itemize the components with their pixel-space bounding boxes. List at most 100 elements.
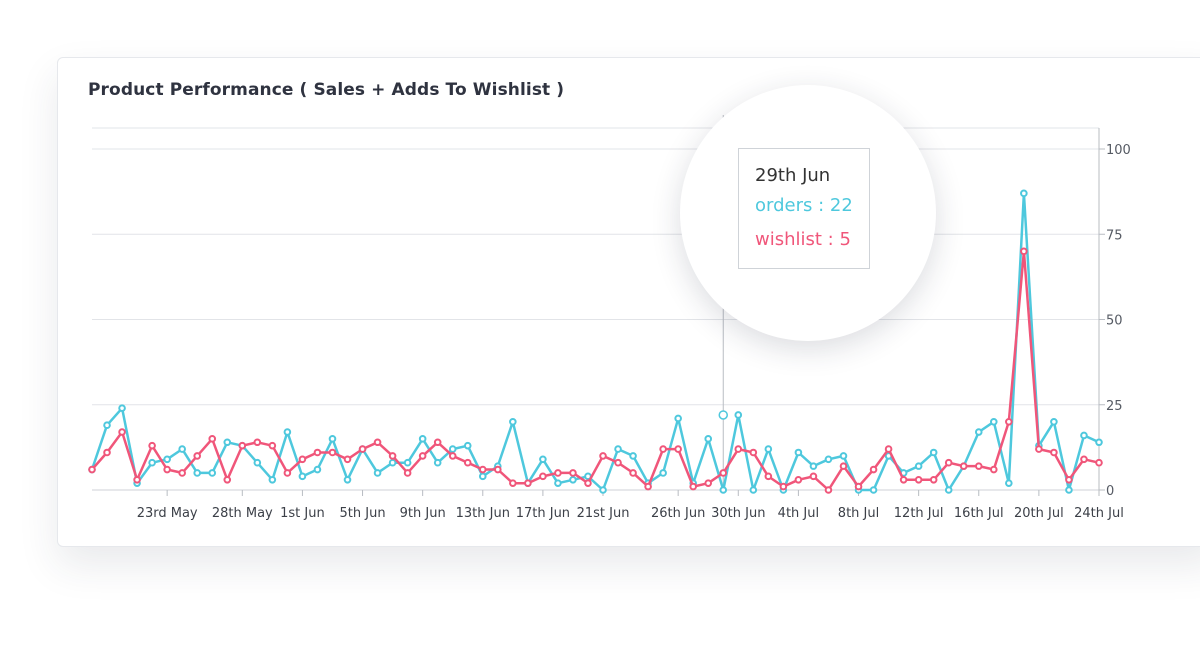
wishlist-line — [91, 250, 1100, 492]
orders-point — [178, 445, 186, 453]
x-tick-label: 12th Jul — [894, 506, 944, 521]
orders-point — [373, 469, 382, 477]
wishlist-point — [1050, 448, 1058, 457]
orders-point — [764, 445, 773, 453]
x-tick-label: 23rd May — [137, 506, 198, 521]
wishlist-point — [1020, 247, 1028, 256]
wishlist-point — [509, 479, 517, 487]
wishlist-point — [899, 475, 908, 484]
wishlist-point — [584, 479, 592, 487]
orders-point — [809, 462, 818, 470]
tooltip-orders-label: orders — [755, 195, 813, 216]
orders-point — [1020, 189, 1028, 198]
wishlist-point — [1035, 445, 1043, 453]
wishlist-point — [358, 445, 367, 453]
orders-point — [719, 486, 728, 494]
y-tick-label: 100 — [1106, 143, 1131, 158]
wishlist-point — [854, 482, 863, 491]
orders-point — [1080, 431, 1088, 440]
orders-point — [734, 411, 743, 419]
wishlist-point — [614, 458, 622, 467]
wishlist-point — [794, 475, 803, 484]
wishlist-point — [884, 445, 893, 453]
orders-point — [659, 469, 667, 477]
wishlist-point — [178, 469, 186, 477]
x-tick-label: 13th Jun — [456, 506, 510, 521]
y-tick-label: 25 — [1106, 399, 1123, 414]
wishlist-point — [283, 469, 292, 477]
orders-point — [974, 428, 983, 436]
orders-point — [118, 404, 126, 412]
wishlist-point — [418, 452, 427, 460]
orders-point — [283, 428, 292, 436]
wishlist-point — [749, 448, 758, 457]
wishlist-point — [343, 455, 352, 464]
wishlist-point — [313, 448, 322, 457]
orders-point — [448, 445, 457, 453]
wishlist-point — [298, 455, 307, 464]
wishlist-point — [929, 475, 938, 484]
wishlist-point — [974, 462, 983, 470]
wishlist-point — [1065, 475, 1073, 484]
x-tick-label: 28th May — [212, 506, 273, 521]
wishlist-point — [1005, 418, 1013, 426]
orders-point — [944, 486, 953, 494]
wishlist-point — [88, 465, 96, 474]
orders-point — [313, 465, 322, 474]
orders-point — [914, 462, 923, 470]
wishlist-point — [193, 452, 202, 460]
y-tick-label: 75 — [1106, 228, 1123, 243]
wishlist-point — [704, 479, 713, 487]
orders-point — [328, 435, 337, 443]
wishlist-point — [148, 441, 156, 450]
wishlist-point — [1095, 458, 1103, 467]
wishlist-point — [689, 482, 697, 491]
wishlist-point — [914, 475, 923, 484]
orders-point — [539, 455, 547, 464]
wishlist-point — [328, 448, 337, 457]
tooltip-wishlist-value: 5 — [839, 229, 851, 250]
orders-point — [478, 472, 487, 481]
wishlist-point — [734, 445, 743, 453]
highlight-orders-marker — [718, 410, 729, 420]
orders-point — [103, 421, 111, 430]
orders-point — [869, 486, 878, 494]
orders-point — [163, 455, 171, 464]
x-tick-label: 1st Jun — [280, 506, 325, 521]
wishlist-point — [554, 469, 562, 477]
orders-point — [839, 452, 848, 460]
wishlist-point — [764, 472, 773, 481]
x-tick-label: 17th Jun — [516, 506, 570, 521]
x-tick-label: 24th Jul — [1074, 506, 1124, 521]
wishlist-point — [779, 482, 788, 491]
wishlist-point — [253, 438, 262, 447]
wishlist-point — [989, 465, 998, 474]
orders-point — [629, 452, 637, 460]
wishlist-point — [569, 469, 577, 477]
orders-point — [418, 435, 427, 443]
orders-point — [794, 448, 803, 457]
orders-point — [388, 458, 397, 467]
wishlist-point — [373, 438, 382, 447]
orders-point — [509, 418, 517, 426]
tooltip-wishlist: wishlist : 5 — [755, 229, 851, 250]
wishlist-point — [524, 479, 532, 487]
orders-point — [1005, 479, 1013, 487]
tooltip-wishlist-label: wishlist — [755, 229, 822, 250]
orders-point — [208, 469, 217, 477]
wishlist-point — [388, 452, 397, 460]
orders-point — [298, 472, 307, 481]
orders-point — [989, 418, 998, 426]
wishlist-point — [118, 428, 126, 436]
orders-point — [343, 475, 352, 484]
tooltip-orders-value: 22 — [829, 195, 853, 216]
wishlist-point — [674, 445, 682, 453]
wishlist-point — [103, 448, 111, 457]
wishlist-point — [433, 438, 442, 447]
orders-point — [433, 458, 442, 467]
tooltip-orders: orders : 22 — [755, 195, 853, 216]
x-tick-label: 8th Jul — [838, 506, 879, 521]
orders-point — [929, 448, 938, 457]
wishlist-point — [824, 486, 833, 494]
